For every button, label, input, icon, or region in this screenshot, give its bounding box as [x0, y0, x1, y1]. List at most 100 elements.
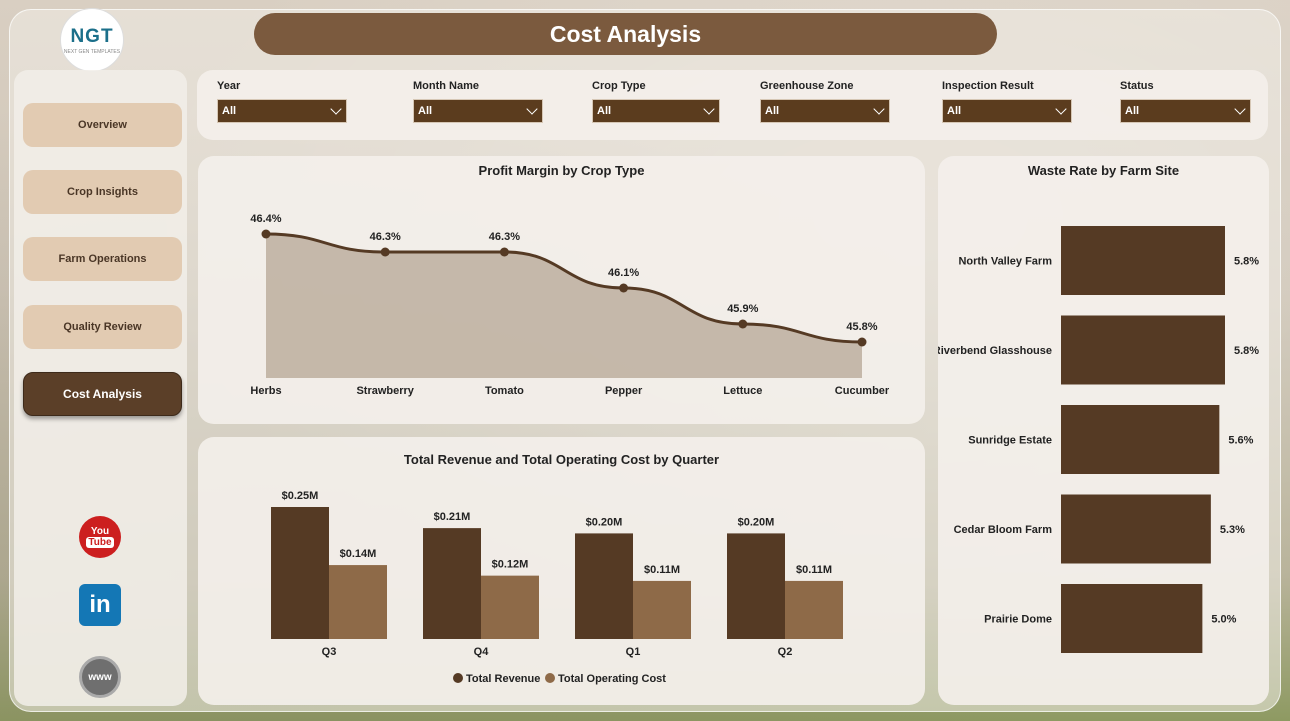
filter-status-dropdown[interactable]: All: [1120, 99, 1251, 123]
youtube-icon-text: You: [90, 526, 110, 537]
profit-margin-tick-label: Strawberry: [356, 385, 414, 397]
filter-inspection-result-dropdown[interactable]: All: [942, 99, 1072, 123]
profit-margin-point[interactable]: [619, 283, 629, 293]
bar-cost[interactable]: [633, 580, 691, 639]
farm-site-label: Cedar Bloom Farm: [954, 524, 1053, 536]
filter-crop-type-label: Crop Type: [592, 80, 646, 92]
profit-margin-data-label: 46.4%: [250, 213, 281, 225]
filter-inspection-result-value: All: [947, 105, 962, 117]
waste-rate-data-label: 5.6%: [1228, 435, 1253, 447]
profit-margin-chart: 46.4% Herbs 46.3% Strawberry 46.3% Tomato 46.1…: [250, 213, 890, 397]
filter-year-dropdown[interactable]: All: [217, 99, 347, 123]
filter-year-value: All: [222, 105, 237, 117]
filter-bar: Year All Month Name All Crop Type All Gr…: [197, 70, 1268, 140]
waste-rate-bar[interactable]: [1061, 494, 1211, 564]
filter-greenhouse-zone-label: Greenhouse Zone: [760, 80, 854, 92]
farm-site-label: North Valley Farm: [958, 256, 1052, 268]
legend-marker: [545, 673, 555, 683]
filter-greenhouse-zone-dropdown[interactable]: All: [760, 99, 890, 123]
filter-inspection-result: Inspection Result All: [942, 80, 1072, 123]
logo-subtext: NEXT GEN TEMPLATES: [63, 48, 121, 55]
youtube-icon[interactable]: You Tube: [79, 516, 121, 558]
profit-margin-data-label: 46.1%: [608, 267, 639, 279]
bar-data-label: $0.11M: [796, 564, 832, 576]
filter-status-label: Status: [1120, 80, 1154, 92]
waste-rate-panel: Waste Rate by Farm Site North Valley Far…: [938, 156, 1269, 705]
filter-crop-type: Crop Type All: [592, 80, 720, 123]
bar-revenue[interactable]: [727, 533, 785, 639]
linkedin-icon[interactable]: in: [79, 584, 121, 626]
revenue-cost-panel: Total Revenue and Total Operating Cost b…: [198, 437, 925, 705]
bar-cost[interactable]: [785, 580, 843, 639]
nav-cost-analysis-button[interactable]: Cost Analysis: [23, 372, 182, 416]
bar-data-label: $0.11M: [644, 564, 680, 576]
revenue-cost-chart: $0.25M $0.14M Q3 $0.21M $0.12M Q4 $0.20M $0.11M…: [271, 490, 843, 685]
filter-month-dropdown[interactable]: All: [413, 99, 543, 123]
profit-margin-point[interactable]: [738, 319, 748, 329]
profit-margin-tick-label: Lettuce: [723, 385, 762, 397]
waste-rate-title: Waste Rate by Farm Site: [1027, 163, 1180, 178]
profit-margin-point[interactable]: [857, 337, 867, 347]
bar-data-label: $0.25M: [282, 490, 319, 502]
profit-margin-line: [265, 232, 863, 344]
waste-rate-data-label: 5.3%: [1220, 524, 1245, 536]
filter-crop-type-value: All: [597, 105, 612, 117]
website-icon[interactable]: www: [79, 656, 121, 698]
bar-revenue[interactable]: [271, 507, 329, 639]
waste-rate-bar[interactable]: [1061, 315, 1225, 385]
profit-margin-tick-label: Cucumber: [835, 385, 890, 397]
logo-text: NGT: [70, 25, 114, 47]
linkedin-icon-text: in: [89, 591, 111, 618]
bar-data-label: $0.12M: [492, 559, 529, 571]
filter-greenhouse-zone-value: All: [765, 105, 780, 117]
waste-rate-bar[interactable]: [1061, 584, 1203, 653]
filter-status-value: All: [1125, 105, 1140, 117]
waste-rate-data-label: 5.0%: [1211, 614, 1236, 626]
chevron-down-icon: [873, 103, 885, 115]
chevron-down-icon: [703, 103, 715, 115]
quarter-tick-label: Q3: [322, 646, 337, 658]
nav-quality-review-button[interactable]: Quality Review: [23, 305, 182, 349]
chevron-down-icon: [330, 103, 342, 115]
legend-label: Total Operating Cost: [558, 673, 666, 685]
bar-revenue[interactable]: [423, 528, 481, 639]
waste-rate-bar[interactable]: [1061, 226, 1225, 295]
profit-margin-title: Profit Margin by Crop Type: [478, 163, 645, 178]
sidebar: Overview Crop Insights Farm Operations Q…: [14, 70, 187, 706]
farm-site-label: Prairie Dome: [984, 614, 1052, 626]
farm-site-label: Sunridge Estate: [968, 435, 1052, 447]
quarter-tick-label: Q1: [626, 646, 641, 658]
quarter-tick-label: Q4: [474, 646, 490, 658]
profit-margin-data-label: 45.9%: [727, 303, 758, 315]
youtube-icon-text2: Tube: [86, 537, 114, 548]
bar-data-label: $0.20M: [586, 516, 623, 528]
nav-overview-button[interactable]: Overview: [23, 103, 182, 147]
chevron-down-icon: [526, 103, 538, 115]
profit-margin-point[interactable]: [380, 247, 390, 257]
nav-crop-insights-button[interactable]: Crop Insights: [23, 170, 182, 214]
bar-revenue[interactable]: [575, 533, 633, 639]
filter-year: Year All: [217, 80, 347, 123]
waste-rate-chart: North Valley Farm 5.8% Riverbend Glasshous…: [938, 226, 1259, 653]
bar-cost[interactable]: [329, 565, 387, 639]
waste-rate-data-label: 5.8%: [1234, 256, 1259, 268]
profit-margin-point[interactable]: [499, 247, 509, 257]
profit-margin-data-label: 45.8%: [846, 321, 877, 333]
filter-month-label: Month Name: [413, 80, 479, 92]
filter-crop-type-dropdown[interactable]: All: [592, 99, 720, 123]
profit-margin-tick-label: Pepper: [605, 385, 643, 397]
bar-data-label: $0.14M: [340, 548, 377, 560]
website-icon-text: www: [88, 671, 112, 683]
quarter-tick-label: Q2: [778, 646, 793, 658]
bar-cost[interactable]: [481, 575, 539, 639]
profit-margin-data-label: 46.3%: [489, 231, 520, 243]
waste-rate-bar[interactable]: [1061, 405, 1220, 474]
bar-data-label: $0.21M: [434, 511, 471, 523]
profit-margin-point[interactable]: [261, 229, 271, 239]
page-title: Cost Analysis: [254, 13, 997, 55]
profit-margin-area: [266, 234, 862, 378]
nav-farm-operations-button[interactable]: Farm Operations: [23, 237, 182, 281]
profit-margin-tick-label: Herbs: [250, 385, 281, 397]
profit-margin-panel: Profit Margin by Crop Type 46.4% Herbs 46.…: [198, 156, 925, 424]
legend-marker: [453, 673, 463, 683]
